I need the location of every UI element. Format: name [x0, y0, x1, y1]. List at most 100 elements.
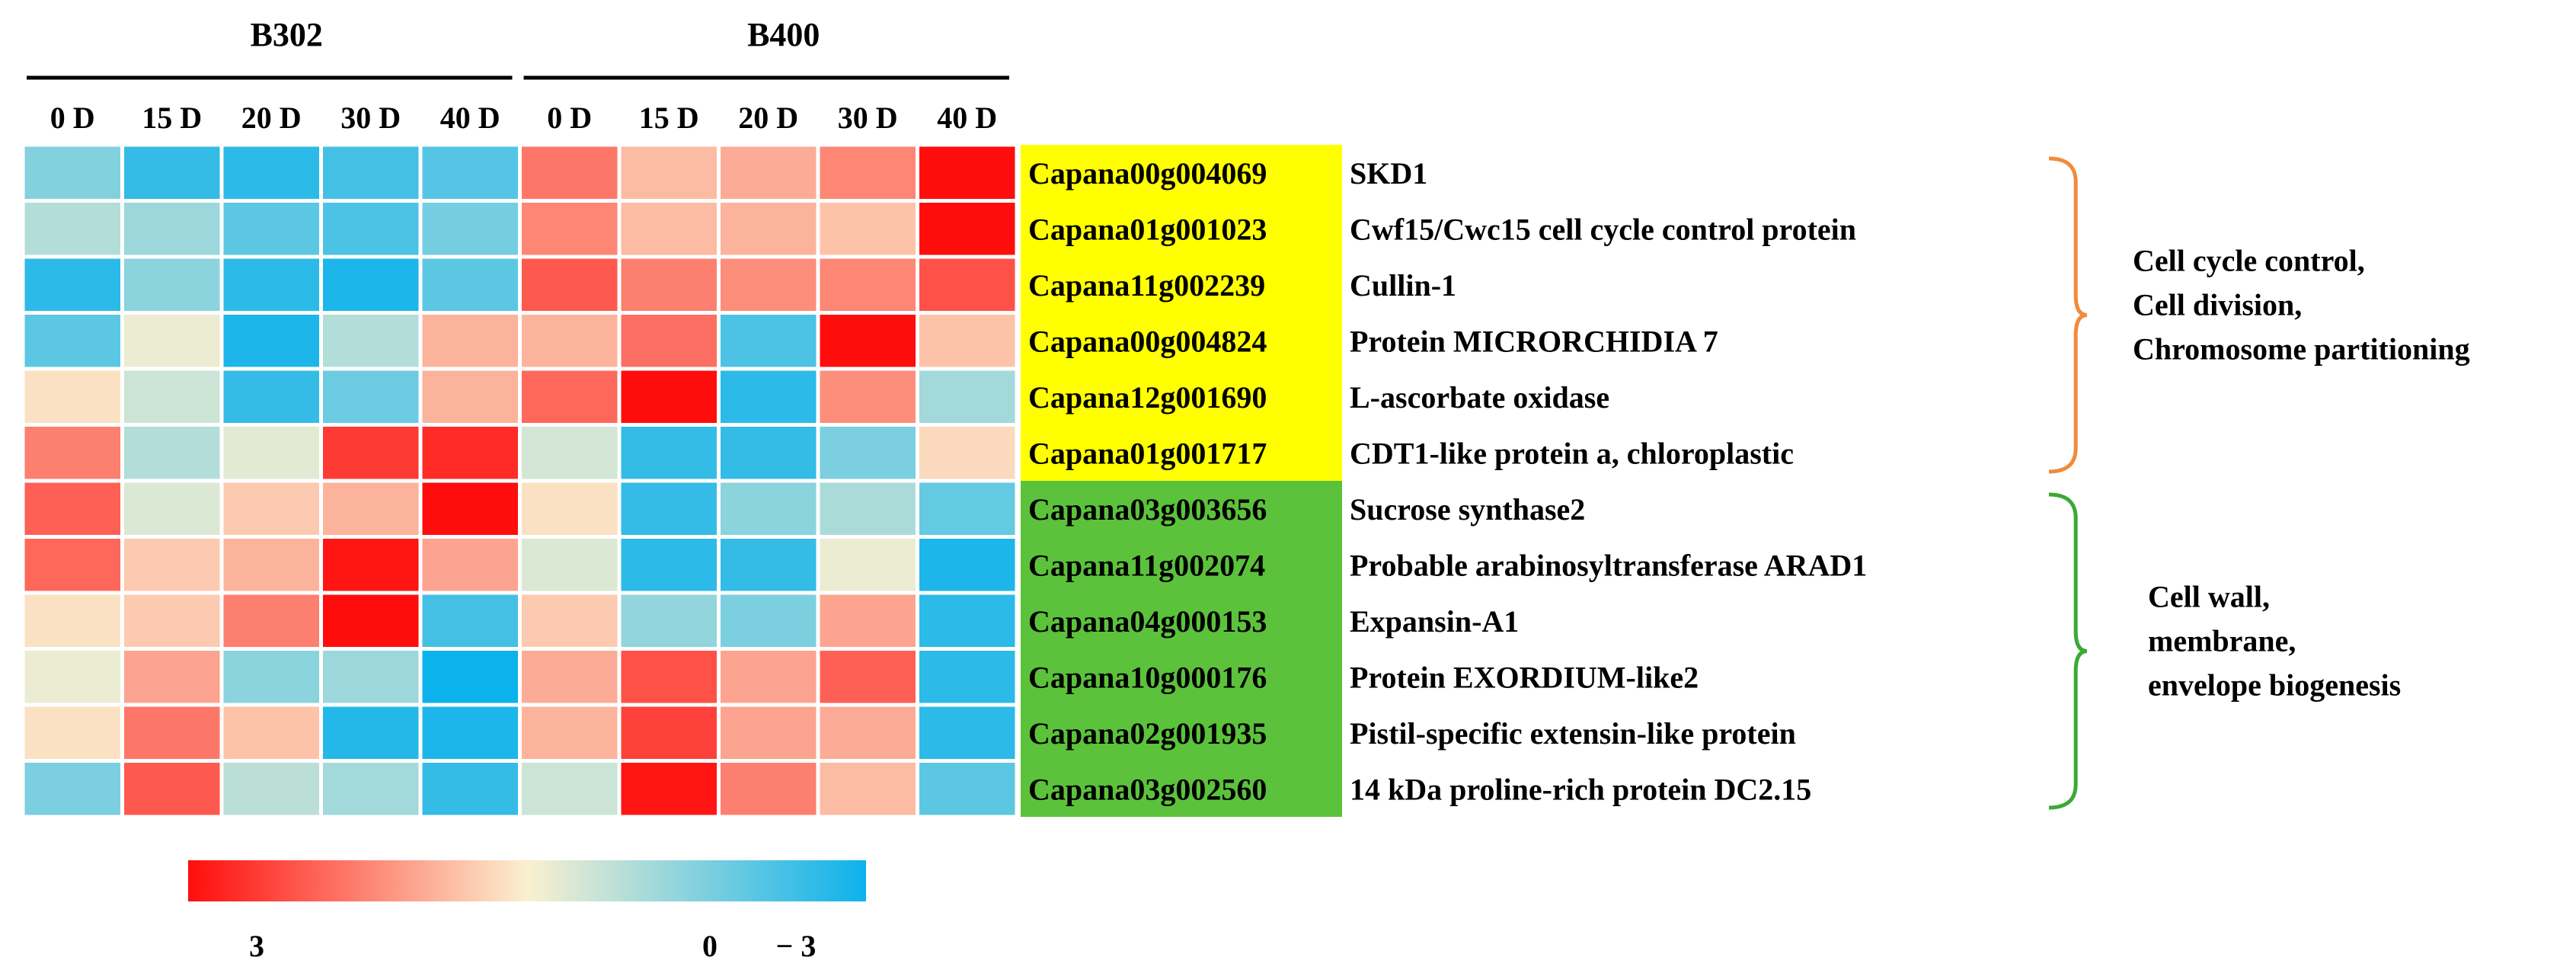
heatmap-cell	[418, 535, 522, 595]
heatmap-cell	[617, 535, 721, 595]
gene-id: Capana00g004824	[1028, 324, 1267, 358]
color-scale-bar	[188, 860, 866, 901]
heatmap-cell	[617, 311, 721, 371]
heatmap-cell	[617, 759, 721, 819]
heatmap-cell	[816, 199, 919, 259]
heatmap-cell	[21, 535, 124, 595]
heatmap-cell	[518, 479, 622, 539]
column-label: 0 D	[50, 101, 95, 135]
heatmap-cell	[219, 367, 323, 427]
heatmap-cell	[219, 703, 323, 763]
heatmap-cell	[816, 759, 919, 819]
gene-annotation: Pistil-specific extensin-like protein	[1350, 716, 1796, 751]
heatmap-cell	[418, 255, 522, 315]
heatmap-cell	[717, 311, 820, 371]
column-labels: 0 D 15 D 20 D 30 D 40 D 0 D 15 D 20 D 30 D 40 D	[50, 101, 997, 135]
heatmap-cell	[518, 703, 622, 763]
gene-annotation: SKD1	[1350, 156, 1427, 190]
heatmap-cell	[120, 703, 224, 763]
heatmap-cell	[319, 423, 423, 483]
gene-annotation: CDT1-like protein a, chloroplastic	[1350, 436, 1794, 470]
gene-id: Capana03g003656	[1028, 492, 1267, 527]
heatmap-cell	[21, 647, 124, 707]
heatmap-cell	[916, 367, 1019, 427]
gene-id: Capana00g004069	[1028, 156, 1267, 190]
gene-annotation: Probable arabinosyltransferase ARAD1	[1350, 548, 1867, 582]
column-label: 30 D	[838, 101, 898, 135]
heatmap-cell	[319, 255, 423, 315]
heatmap-cell	[21, 199, 124, 259]
heatmap-cell	[518, 311, 622, 371]
scale-tick-label: 3	[249, 929, 264, 963]
gene-annotation: Cwf15/Cwc15 cell cycle control protein	[1350, 212, 1856, 246]
category-brackets: Cell cycle control, Cell division, Chromos…	[2048, 156, 2470, 810]
group-label: B302	[251, 16, 323, 53]
heatmap-cell	[21, 367, 124, 427]
gene-annotation: Sucrose synthase2	[1350, 492, 1585, 527]
heatmap-cell	[120, 311, 224, 371]
heatmap-cell	[319, 647, 423, 707]
heatmap-cell	[219, 535, 323, 595]
heatmap-cell	[21, 591, 124, 651]
heatmap-cell	[617, 255, 721, 315]
heatmap-cell	[617, 142, 721, 203]
heatmap-cell	[916, 759, 1019, 819]
heatmap-cell	[21, 703, 124, 763]
heatmap-cell	[816, 591, 919, 651]
heatmap-cell	[319, 311, 423, 371]
scale-tick-label: − 3	[776, 929, 817, 963]
heatmap-cell	[717, 647, 820, 707]
gene-id-column: Capana00g004069 Capana01g001023 Capana11g0…	[1021, 145, 1342, 817]
heatmap-cell	[219, 311, 323, 371]
heatmap-cell	[816, 479, 919, 539]
heatmap-cell	[617, 423, 721, 483]
heatmap-cell	[219, 142, 323, 203]
column-label: 40 D	[937, 101, 997, 135]
heatmap-cell	[916, 479, 1019, 539]
heatmap-cell	[816, 255, 919, 315]
gene-annotation: Cullin-1	[1350, 268, 1456, 303]
heatmap-cell	[816, 367, 919, 427]
gene-id: Capana02g001935	[1028, 716, 1267, 751]
heatmap-cell	[518, 759, 622, 819]
heatmap-cell	[418, 703, 522, 763]
heatmap-cell	[21, 759, 124, 819]
heatmap-cell	[717, 142, 820, 203]
heatmap-cell	[518, 423, 622, 483]
heatmap-cell	[120, 423, 224, 483]
heatmap-cell	[21, 255, 124, 315]
heatmap-cell	[319, 759, 423, 819]
gene-annotation: Protein EXORDIUM-like2	[1350, 660, 1699, 694]
heatmap-cell	[816, 703, 919, 763]
heatmap-cell	[418, 759, 522, 819]
column-label: 30 D	[340, 101, 401, 135]
gene-annotation: 14 kDa proline-rich protein DC2.15	[1350, 772, 1811, 806]
category-label: Cell division,	[2133, 288, 2302, 322]
heatmap-cell	[717, 479, 820, 539]
heatmap-cell	[418, 142, 522, 203]
gene-highlight-band	[1021, 145, 1342, 481]
heatmap-cell	[319, 591, 423, 651]
heatmap-cell	[219, 199, 323, 259]
gene-id: Capana03g002560	[1028, 772, 1267, 806]
category-bracket	[2048, 492, 2088, 810]
heatmap-cell	[319, 199, 423, 259]
heatmap-cell	[617, 647, 721, 707]
heatmap-cell	[518, 591, 622, 651]
heatmap-cell	[617, 591, 721, 651]
heatmap-cell	[418, 647, 522, 707]
heatmap-cell	[518, 255, 622, 315]
heatmap-cell	[120, 535, 224, 595]
heatmap-cell	[717, 199, 820, 259]
heatmap-cell	[717, 423, 820, 483]
heatmap-cell	[319, 142, 423, 203]
gene-annotations: SKD1 Cwf15/Cwc15 cell cycle control prote…	[1350, 156, 1867, 807]
column-label: 0 D	[547, 101, 592, 135]
heatmap-cell	[120, 255, 224, 315]
heatmap-cell	[120, 479, 224, 539]
gene-id: Capana12g001690	[1028, 380, 1267, 415]
heatmap-cell	[816, 647, 919, 707]
column-label: 20 D	[241, 101, 302, 135]
column-label: 20 D	[738, 101, 798, 135]
heatmap-cell	[319, 479, 423, 539]
